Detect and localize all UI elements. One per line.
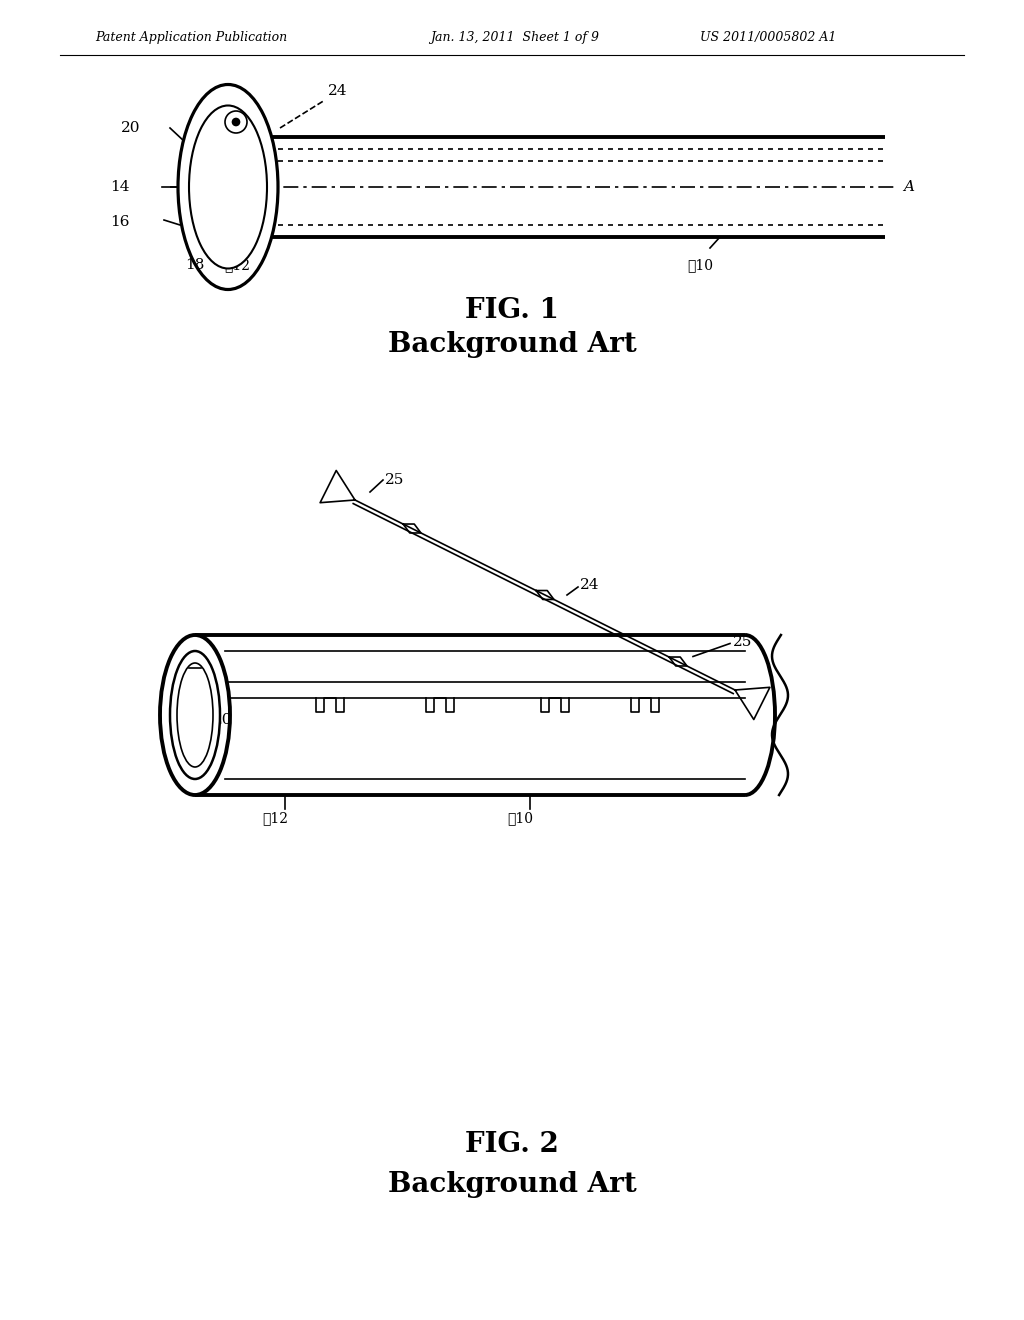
Text: 20: 20 (121, 121, 140, 135)
Text: 18: 18 (185, 257, 205, 272)
Ellipse shape (178, 84, 278, 289)
Text: ⌞12: ⌞12 (262, 810, 288, 825)
Text: 16: 16 (111, 215, 130, 228)
Text: US 2011/0005802 A1: US 2011/0005802 A1 (700, 30, 837, 44)
Text: ⌞10: ⌞10 (507, 810, 534, 825)
Ellipse shape (189, 106, 267, 268)
Text: Background Art: Background Art (388, 1172, 636, 1199)
Ellipse shape (232, 119, 240, 125)
Ellipse shape (170, 651, 220, 779)
Ellipse shape (225, 111, 247, 133)
Text: 14: 14 (111, 180, 130, 194)
Text: FIG. 1: FIG. 1 (465, 297, 559, 323)
Text: Jan. 13, 2011  Sheet 1 of 9: Jan. 13, 2011 Sheet 1 of 9 (430, 30, 599, 44)
Text: ⌞10: ⌞10 (687, 257, 713, 272)
Text: ⌞12: ⌞12 (224, 257, 250, 272)
Text: Patent Application Publication: Patent Application Publication (95, 30, 287, 44)
Text: 25: 25 (733, 635, 753, 648)
Text: FIG. 2: FIG. 2 (465, 1131, 559, 1159)
Ellipse shape (160, 635, 230, 795)
Text: A: A (903, 180, 914, 194)
Text: 25: 25 (385, 473, 404, 487)
Text: 24: 24 (328, 84, 347, 98)
Text: 20: 20 (213, 713, 232, 727)
Text: Background Art: Background Art (388, 331, 636, 359)
Text: 24: 24 (580, 578, 599, 591)
